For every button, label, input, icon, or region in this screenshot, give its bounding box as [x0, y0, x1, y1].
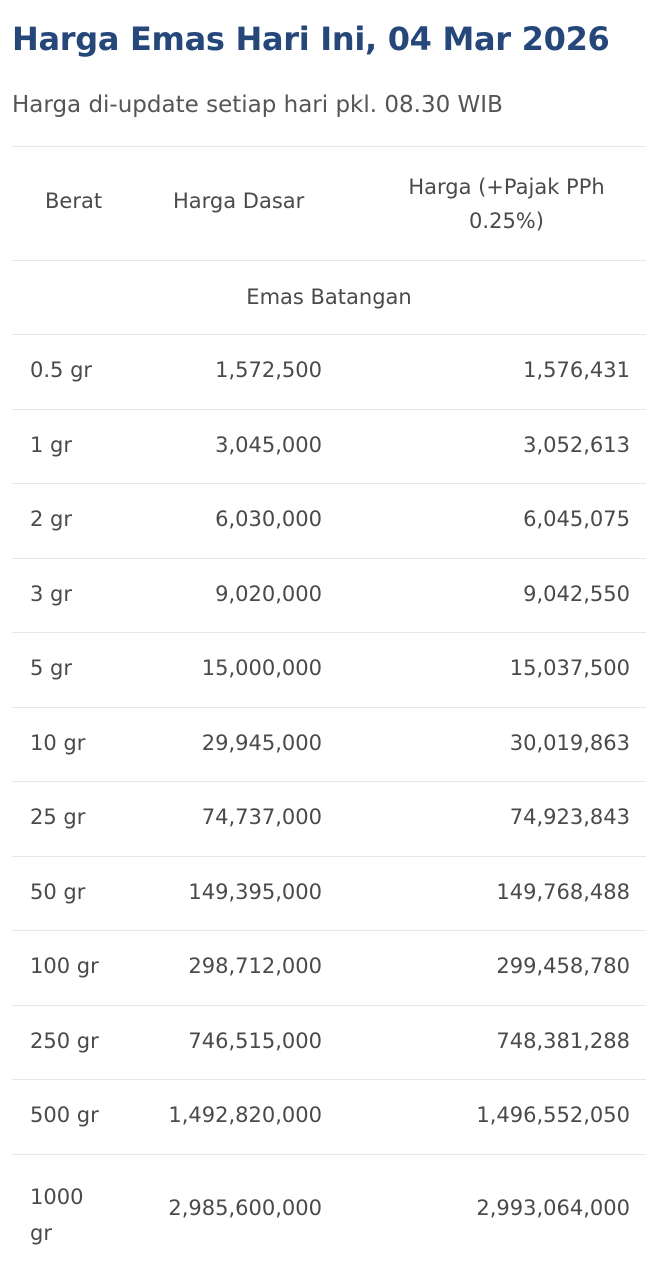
base-price-cell: 298,712,000 — [188, 954, 322, 978]
base-price-cell: 149,395,000 — [188, 879, 322, 904]
base-price-cell: 1,492,820,000 — [168, 1103, 322, 1127]
table-row: 50 gr 149,395,000 149,768,488 — [12, 857, 646, 931]
weight-cell: 10 gr — [30, 730, 86, 755]
base-price-cell: 3,045,000 — [215, 432, 322, 457]
tax-price-cell: 3,052,613 — [523, 432, 630, 457]
weight-cell: 1000 gr — [30, 1184, 84, 1245]
base-price-cell: 6,030,000 — [215, 507, 322, 531]
tax-price-cell: 30,019,863 — [509, 730, 630, 755]
base-price-cell: 15,000,000 — [201, 656, 322, 680]
weight-column-header: Berat — [45, 189, 103, 213]
weight-cell: 2 gr — [30, 507, 72, 531]
weight-cell: 100 gr — [30, 954, 99, 978]
section-label: Emas Batangan — [246, 285, 412, 309]
tax-price-cell: 6,045,075 — [523, 507, 630, 531]
tax-price-cell: 2,993,064,000 — [476, 1195, 630, 1220]
tax-price-cell: 1,496,552,050 — [476, 1103, 630, 1127]
update-note: Harga di-update setiap hari pkl. 08.30 W… — [12, 92, 503, 118]
weight-cell: 50 gr — [30, 879, 86, 904]
base-price-column-header: Harga Dasar — [173, 189, 305, 213]
table-row: 2 gr 6,030,000 6,045,075 — [12, 484, 646, 559]
weight-cell: 0.5 gr — [30, 358, 93, 382]
weight-cell: 500 gr — [30, 1103, 99, 1127]
base-price-cell: 1,572,500 — [215, 358, 322, 382]
table-header-row: Berat Harga Dasar Harga (+Pajak PPh 0.25… — [12, 147, 646, 261]
base-price-cell: 2,985,600,000 — [168, 1195, 322, 1220]
table-row: 0.5 gr 1,572,500 1,576,431 — [12, 335, 646, 410]
tax-price-cell: 74,923,843 — [509, 805, 630, 829]
base-price-cell: 746,515,000 — [188, 1028, 322, 1053]
table-row: 250 gr 746,515,000 748,381,288 — [12, 1006, 646, 1080]
table-row: 10 gr 29,945,000 30,019,863 — [12, 708, 646, 782]
table-row: 500 gr 1,492,820,000 1,496,552,050 — [12, 1080, 646, 1155]
tax-price-cell: 9,042,550 — [523, 581, 630, 606]
weight-cell: 250 gr — [30, 1028, 99, 1053]
base-price-cell: 9,020,000 — [215, 581, 322, 606]
table-row: 5 gr 15,000,000 15,037,500 — [12, 633, 646, 708]
weight-cell: 1 gr — [30, 432, 72, 457]
tax-price-cell: 1,576,431 — [523, 358, 630, 382]
weight-cell: 5 gr — [30, 656, 72, 680]
section-row-gold-bar: Emas Batangan — [12, 261, 646, 335]
page-title: Harga Emas Hari Ini, 04 Mar 2026 — [12, 20, 610, 58]
base-price-cell: 74,737,000 — [201, 805, 322, 829]
tax-price-cell: 149,768,488 — [496, 879, 630, 904]
base-price-cell: 29,945,000 — [201, 730, 322, 755]
weight-cell: 3 gr — [30, 581, 72, 606]
tax-price-cell: 299,458,780 — [496, 954, 630, 978]
tax-price-cell: 15,037,500 — [509, 656, 630, 680]
table-row: 100 gr 298,712,000 299,458,780 — [12, 931, 646, 1006]
tax-price-column-header: Harga (+Pajak PPh 0.25%) — [408, 175, 605, 233]
table-row: 25 gr 74,737,000 74,923,843 — [12, 782, 646, 857]
table-row: 3 gr 9,020,000 9,042,550 — [12, 559, 646, 633]
gold-price-table: Berat Harga Dasar Harga (+Pajak PPh 0.25… — [12, 146, 646, 1266]
table-row: 1 gr 3,045,000 3,052,613 — [12, 410, 646, 484]
table-row: 1000 gr 2,985,600,000 2,993,064,000 — [12, 1155, 646, 1266]
tax-price-cell: 748,381,288 — [496, 1028, 630, 1053]
weight-cell: 25 gr — [30, 805, 86, 829]
